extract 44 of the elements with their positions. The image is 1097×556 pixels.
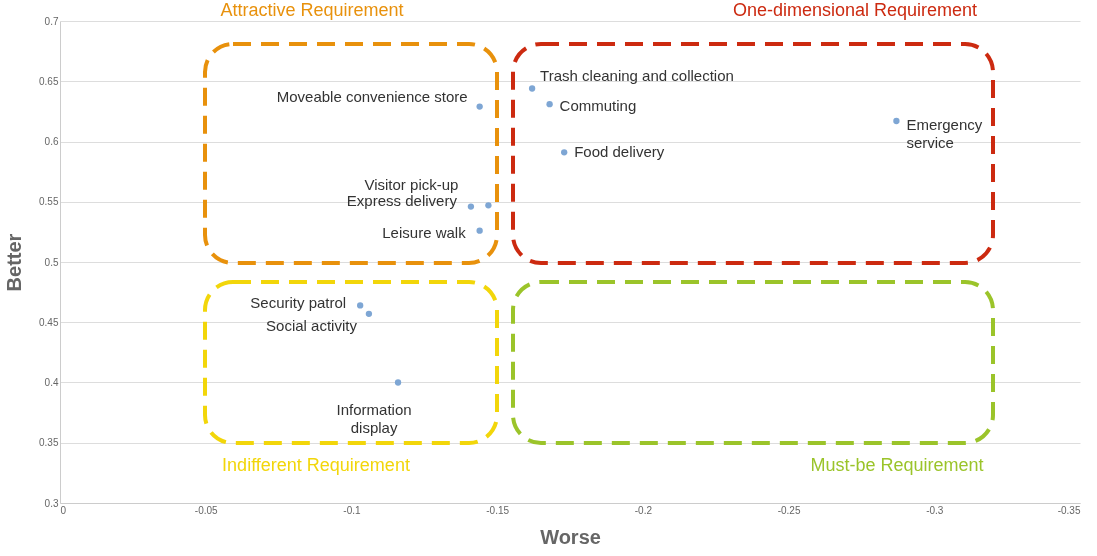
- y-tick-label: 0.6: [44, 136, 59, 147]
- x-tick-label: -0.1: [343, 504, 361, 516]
- point: [476, 103, 483, 110]
- point: [528, 85, 536, 92]
- point: [893, 117, 900, 125]
- x-tick-label: -0.35: [1057, 504, 1081, 516]
- x-tick-label: -0.15: [486, 504, 510, 516]
- text: Attractive Requirement: [220, 0, 404, 20]
- y-tick-label: 0.7: [44, 15, 59, 27]
- y-tick-label: 0.45: [39, 316, 59, 328]
- x-tick-label: -0.25: [777, 504, 801, 516]
- annotation: Information display: [336, 400, 412, 436]
- annotation: Moveable convenience store: [276, 87, 468, 105]
- y-tick-label: 0.65: [39, 75, 59, 87]
- annotation: Leisure walk: [382, 223, 467, 241]
- annotation: Indifferent Requirement: [222, 455, 410, 475]
- y-tick-label: 0.3: [44, 497, 59, 509]
- x-tick-label: -0.3: [926, 504, 944, 516]
- x-tick-label: -0.05: [194, 504, 219, 516]
- point: [546, 100, 553, 108]
- point: [561, 149, 568, 156]
- y-tick-label: 0.35: [39, 437, 59, 449]
- annotation: Security patrol: [250, 294, 347, 312]
- point: [357, 302, 364, 309]
- y-axis-title: Better: [3, 233, 26, 292]
- x-axis-title: Worse: [540, 525, 601, 548]
- point: [467, 203, 475, 210]
- y-tick-label: 0.4: [44, 377, 59, 388]
- annotation: Visitor pick-up: [364, 176, 459, 194]
- point: [485, 202, 492, 209]
- x-tick-label: 0: [60, 504, 67, 516]
- point: [365, 310, 373, 317]
- y-tick-label: 0.55: [39, 196, 59, 208]
- y-tick-label: 0.5: [44, 256, 59, 268]
- annotation: Trash cleaning and collection: [540, 67, 734, 85]
- x-tick-label: -0.2: [634, 504, 653, 516]
- annotation: Emergency service: [906, 116, 983, 152]
- point: [476, 227, 483, 234]
- annotation: Commuting: [559, 97, 637, 115]
- annotation: Food delivery: [574, 143, 665, 161]
- annotation: Social activity: [266, 316, 358, 334]
- text: One-dimensional Requirement: [732, 0, 978, 20]
- point: [394, 379, 402, 386]
- annotation: Must-be Requirement: [810, 455, 984, 475]
